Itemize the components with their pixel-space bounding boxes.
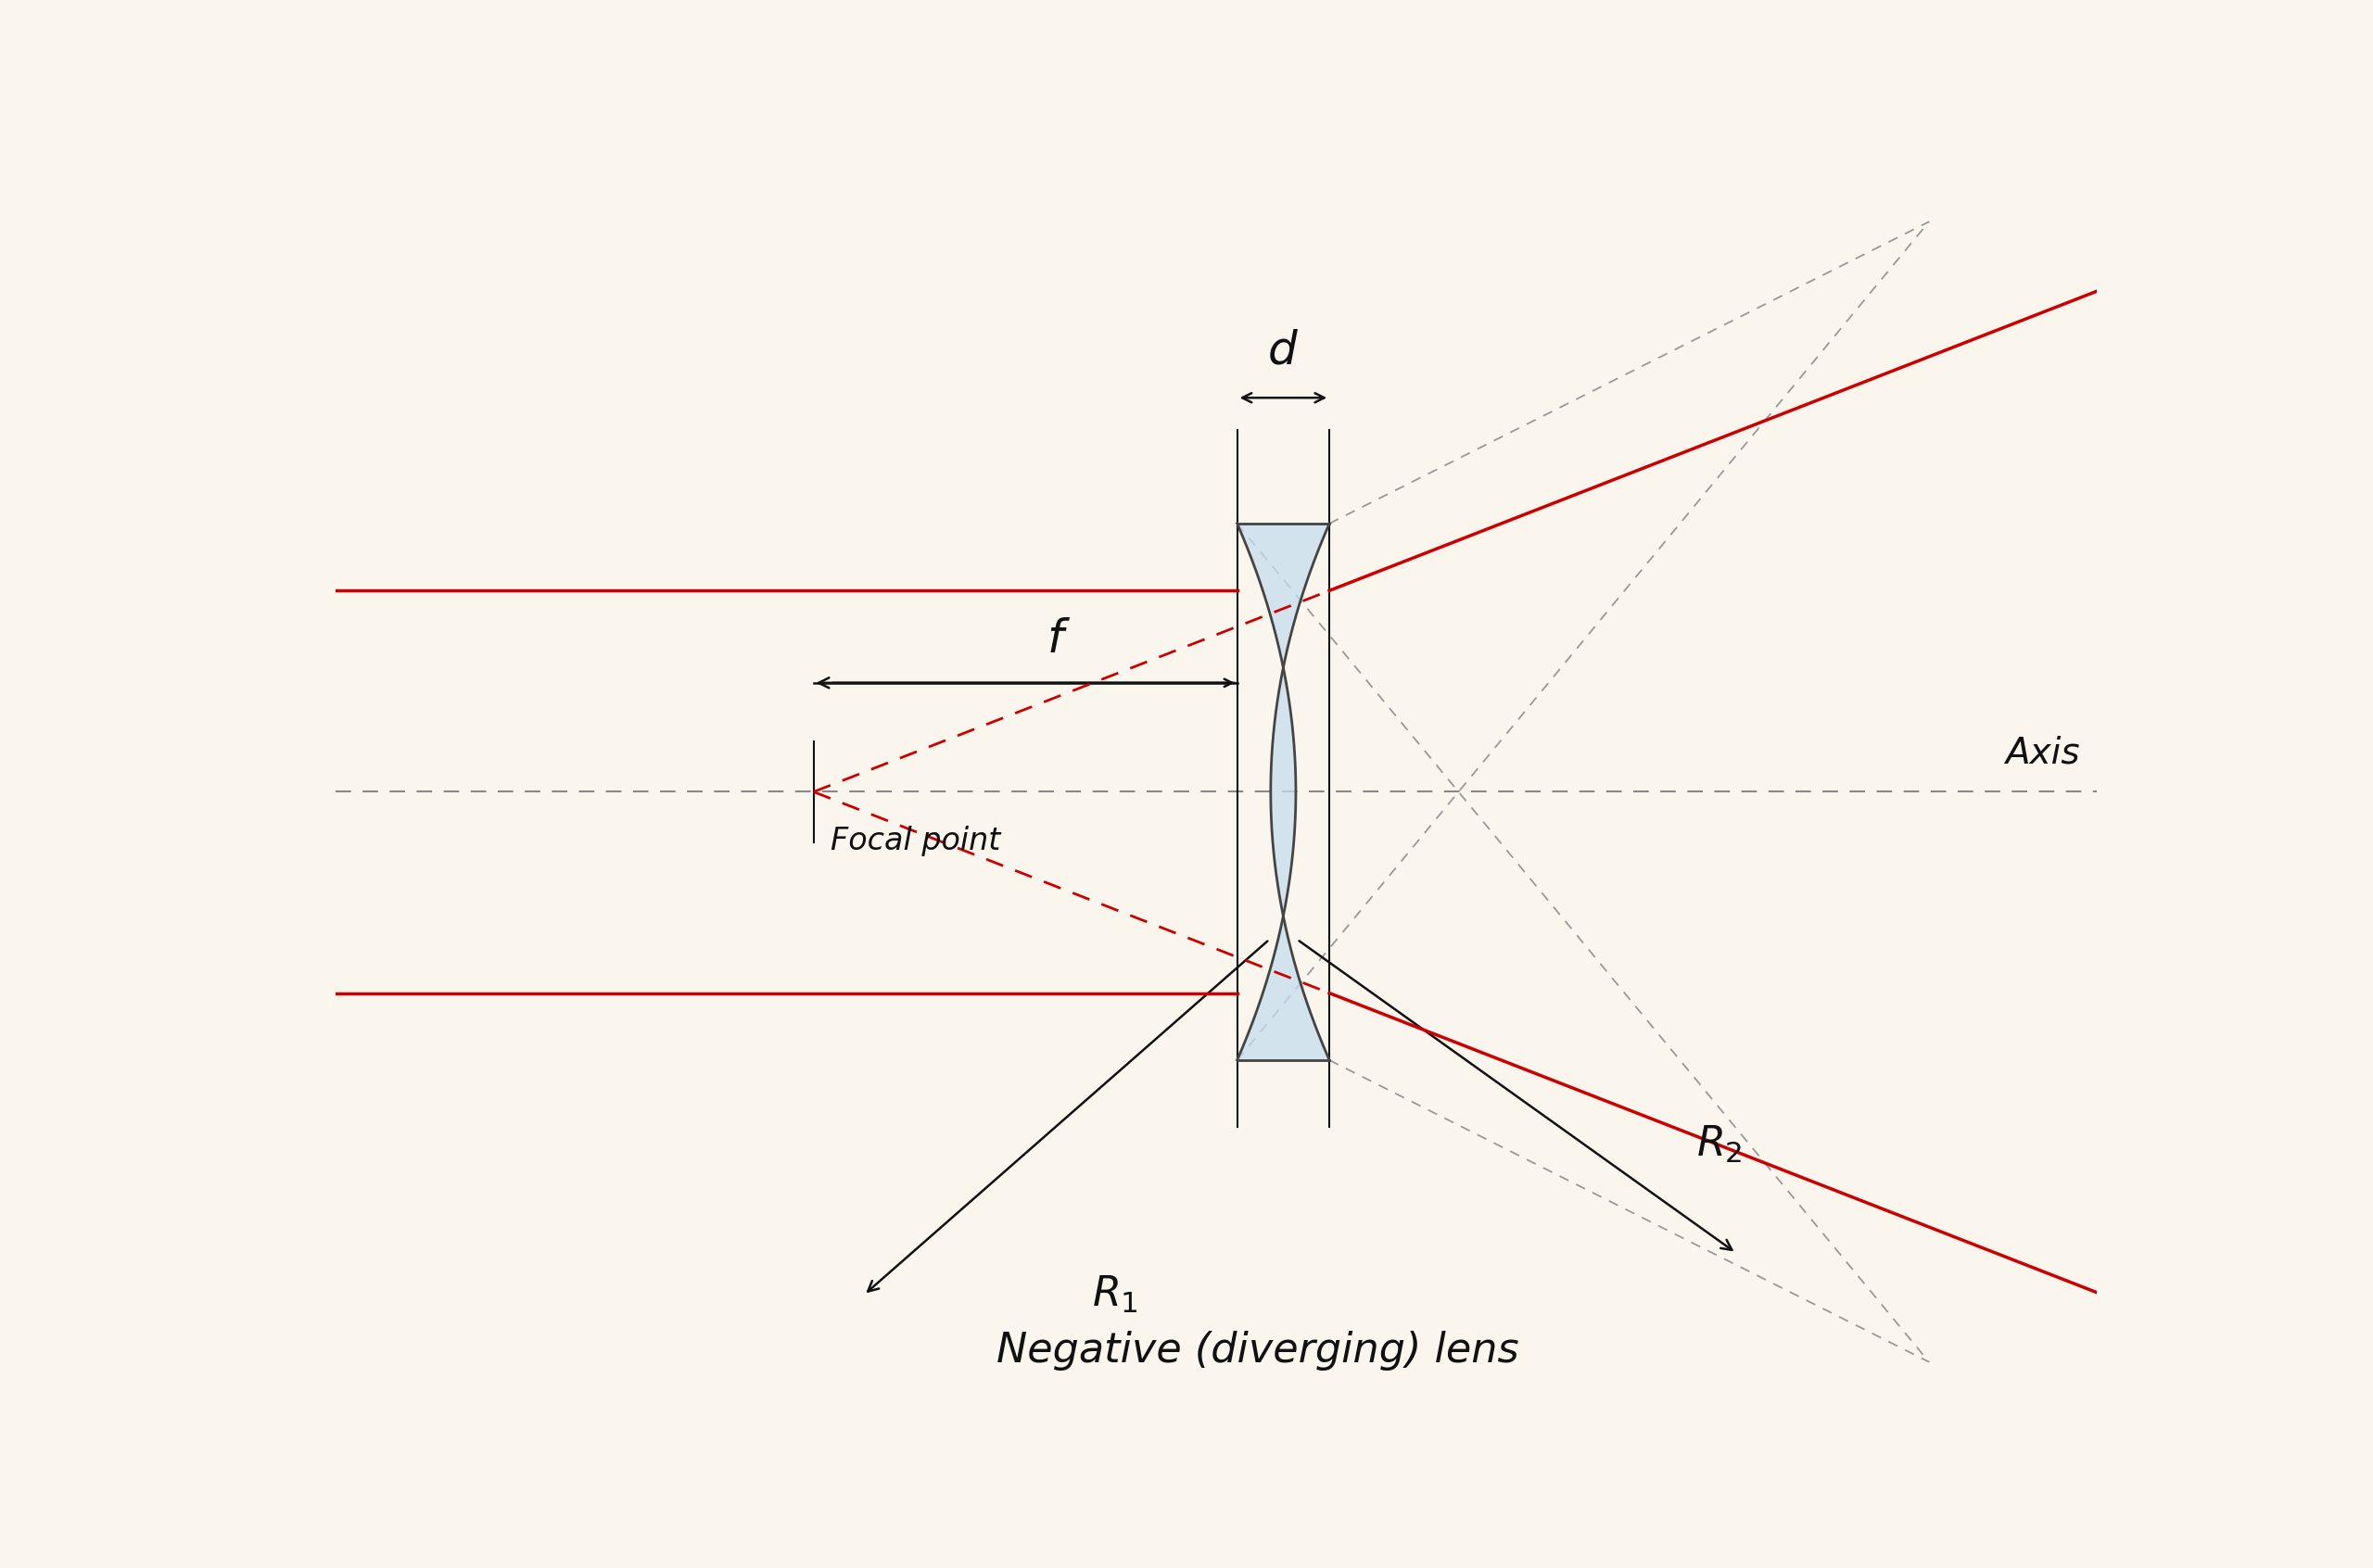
Text: Focal point: Focal point xyxy=(831,825,1001,856)
Text: Negative (diverging) lens: Negative (diverging) lens xyxy=(997,1331,1519,1370)
Text: $R_2$: $R_2$ xyxy=(1697,1124,1742,1165)
Text: $R_1$: $R_1$ xyxy=(1092,1275,1139,1316)
Text: $f$: $f$ xyxy=(1046,618,1070,662)
Text: $d$: $d$ xyxy=(1267,328,1298,373)
Polygon shape xyxy=(1236,524,1329,1060)
Text: Axis: Axis xyxy=(2005,735,2081,771)
